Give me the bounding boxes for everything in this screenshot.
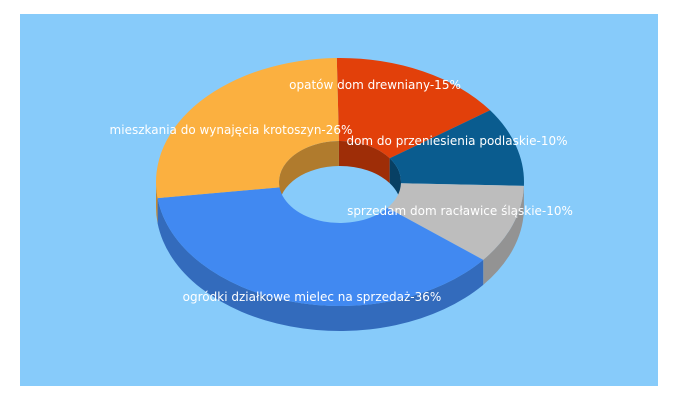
slice-0 (336, 58, 491, 159)
slice-label-3: ogródki działkowe mielec na sprzedaż-36% (183, 290, 442, 304)
slice-label-4: mieszkania do wynajęcia krotoszyn-26% (110, 123, 353, 137)
slice-side-2 (483, 185, 524, 285)
slice-label-0: opatów dom drewniany-15% (289, 78, 461, 92)
slice-hole-wall-4 (279, 141, 339, 207)
slice-1 (389, 110, 524, 186)
slice-3 (157, 187, 484, 306)
slice-label-1: dom do przeniesienia podlaskie-10% (346, 134, 567, 148)
donut-top (156, 58, 524, 306)
slice-labels: opatów dom drewniany-15% dom do przeniesi… (110, 78, 573, 304)
donut-chart: opatów dom drewniany-15% dom do przeniesi… (110, 58, 573, 331)
donut-hole-wall (279, 141, 401, 207)
donut-sides (156, 182, 524, 331)
slice-label-2: sprzedam dom racławice śląskie-10% (347, 204, 573, 218)
slice-hole-wall-0 (338, 141, 390, 184)
slice-4 (156, 58, 339, 199)
slice-side-3 (157, 198, 484, 331)
slice-side-4 (156, 182, 158, 224)
slice-hole-wall-1 (389, 158, 401, 207)
chart-panel: opatów dom drewniany-15% dom do przeniesi… (20, 14, 658, 386)
slice-2 (387, 183, 524, 260)
